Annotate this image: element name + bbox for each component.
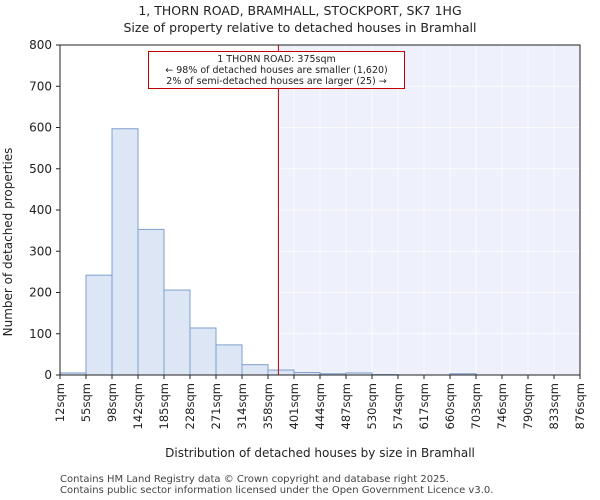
footer-copyright: Contains HM Land Registry data © Crown c…: [60, 474, 449, 485]
x-tick-label-185sqm: 185sqm: [157, 383, 171, 429]
x-tick-label-401sqm: 401sqm: [287, 383, 301, 429]
bar-358sqm: [267, 369, 295, 376]
chart-subtitle: Size of property relative to detached ho…: [123, 20, 477, 35]
x-tick-label-228sqm: 228sqm: [183, 383, 197, 429]
footer-licence: Contains public sector information licen…: [60, 485, 494, 496]
x-tick-label-358sqm: 358sqm: [261, 383, 275, 429]
annotation-line-2: ← 98% of detached houses are smaller (1,…: [165, 65, 388, 76]
y-tick-label-700: 700: [29, 79, 52, 93]
x-tick-label-444sqm: 444sqm: [313, 383, 327, 429]
y-tick-label-800: 800: [29, 38, 52, 52]
x-tick-label-487sqm: 487sqm: [339, 383, 353, 429]
bar-314sqm: [241, 364, 269, 376]
x-tick-label-530sqm: 530sqm: [365, 383, 379, 429]
x-tick-label-314sqm: 314sqm: [235, 383, 249, 429]
bar-185sqm: [163, 289, 191, 376]
y-tick-label-300: 300: [29, 244, 52, 258]
y-tick-label-0: 0: [44, 368, 52, 382]
x-tick-label-55sqm: 55sqm: [79, 383, 93, 422]
bar-142sqm: [137, 228, 165, 376]
x-tick-label-617sqm: 617sqm: [417, 383, 431, 429]
y-tick-label-100: 100: [29, 327, 52, 341]
annotation-line-1: 1 THORN ROAD: 375sqm: [217, 54, 336, 65]
bar-55sqm: [85, 274, 113, 376]
bar-98sqm: [111, 128, 139, 376]
x-tick-label-790sqm: 790sqm: [521, 383, 535, 429]
annotation-box: 1 THORN ROAD: 375sqm ← 98% of detached h…: [148, 51, 405, 89]
x-tick-label-142sqm: 142sqm: [131, 383, 145, 429]
x-tick-label-12sqm: 12sqm: [53, 383, 67, 422]
x-tick-label-746sqm: 746sqm: [495, 383, 509, 429]
chart-title: 1, THORN ROAD, BRAMHALL, STOCKPORT, SK7 …: [138, 3, 462, 18]
x-tick-label-98sqm: 98sqm: [105, 383, 119, 422]
y-tick-label-600: 600: [29, 121, 52, 135]
x-tick-label-703sqm: 703sqm: [469, 383, 483, 429]
y-tick-label-200: 200: [29, 286, 52, 300]
x-tick-label-271sqm: 271sqm: [209, 383, 223, 429]
x-tick-label-574sqm: 574sqm: [391, 383, 405, 429]
x-tick-label-660sqm: 660sqm: [443, 383, 457, 429]
y-tick-label-400: 400: [29, 203, 52, 217]
bar-271sqm: [215, 344, 243, 376]
bar-228sqm: [189, 327, 217, 376]
x-tick-label-833sqm: 833sqm: [547, 383, 561, 429]
y-tick-label-500: 500: [29, 162, 52, 176]
y-axis-label: Number of detached properties: [1, 148, 15, 337]
annotation-line-3: 2% of semi-detached houses are larger (2…: [166, 76, 387, 87]
x-tick-label-876sqm: 876sqm: [573, 383, 587, 429]
x-axis-label: Distribution of detached houses by size …: [165, 446, 475, 460]
